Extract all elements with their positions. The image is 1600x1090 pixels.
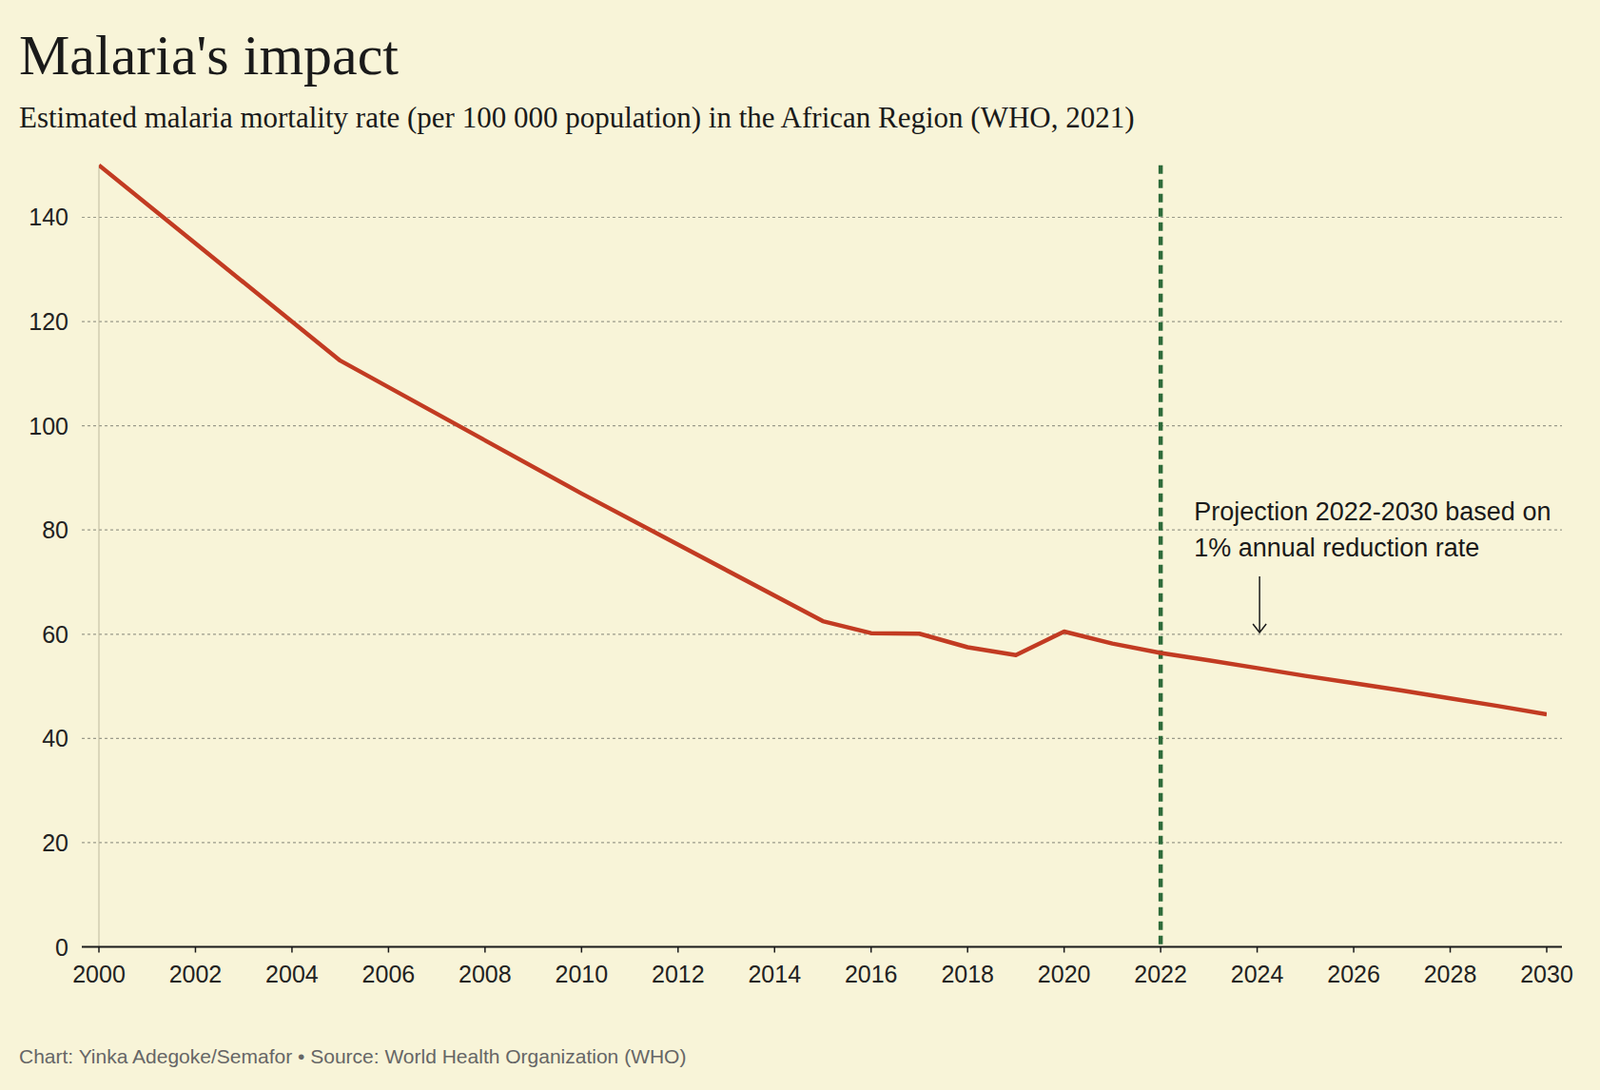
- y-tick-label: 100: [28, 412, 69, 440]
- x-tick-label: 2010: [555, 960, 609, 988]
- x-tick: [966, 947, 969, 954]
- y-tick-label: 120: [28, 308, 69, 335]
- y-tick-label: 60: [41, 621, 69, 648]
- x-tick: [1449, 947, 1452, 954]
- projection-marker: [1158, 165, 1164, 948]
- x-tick: [195, 947, 197, 954]
- grid-line: [81, 320, 1562, 322]
- annotation-text: 1% annual reduction rate: [1193, 533, 1480, 563]
- subtitle: Estimated malaria mortality rate (per 10…: [19, 100, 1135, 135]
- y-tick-label: 40: [41, 724, 69, 752]
- source: Chart: Yinka Adegoke/Semafor • Source: W…: [19, 1045, 686, 1068]
- chart: Malaria's impact Estimated malaria mortal…: [0, 0, 1600, 1090]
- grid-line: [81, 841, 1562, 843]
- x-tick: [1545, 947, 1548, 954]
- title: Malaria's impact: [19, 23, 399, 87]
- x-tick: [1159, 947, 1162, 954]
- x-tick-label: 2012: [651, 960, 705, 988]
- x-tick-label: 2006: [362, 960, 416, 988]
- x-tick-label: 2026: [1326, 960, 1381, 988]
- x-tick: [291, 947, 293, 954]
- x-tick: [1256, 947, 1259, 954]
- y-tick-label: 20: [41, 829, 69, 857]
- grid-line: [81, 633, 1562, 635]
- x-tick-label: 2000: [72, 960, 126, 988]
- line-series: [98, 165, 1547, 715]
- x-tick-label: 2014: [747, 960, 801, 988]
- y-tick-label: 140: [28, 203, 69, 231]
- y-tick-label: 80: [41, 516, 69, 544]
- x-tick-label: 2002: [169, 960, 223, 988]
- annotation-text: Projection 2022-2030 based on: [1193, 497, 1551, 527]
- x-tick-label: 2008: [458, 960, 512, 988]
- x-tick-label: 2030: [1520, 960, 1574, 988]
- x-tick: [581, 947, 584, 954]
- grid-line: [81, 425, 1562, 427]
- x-tick: [1063, 947, 1066, 954]
- y-tick-label: 0: [55, 934, 69, 961]
- x-tick: [677, 947, 680, 954]
- x-tick-label: 2022: [1133, 960, 1188, 988]
- plot-area: [98, 165, 1547, 715]
- x-tick-label: 2004: [265, 960, 319, 988]
- grid-line: [81, 216, 1562, 218]
- x-tick: [484, 947, 487, 954]
- x-tick-label: 2028: [1424, 960, 1478, 988]
- x-tick: [774, 947, 777, 954]
- y-axis-line: [98, 165, 100, 948]
- x-tick-label: 2020: [1037, 960, 1092, 988]
- x-tick: [388, 947, 391, 954]
- grid-line: [81, 738, 1562, 740]
- x-tick-label: 2016: [844, 960, 898, 988]
- x-tick-label: 2018: [940, 960, 995, 988]
- grid-line: [81, 529, 1562, 531]
- background: [0, 0, 1600, 1090]
- annotation-arrowhead: [1252, 624, 1267, 633]
- x-tick-label: 2024: [1230, 960, 1285, 988]
- x-axis-line: [81, 946, 1562, 949]
- annotation-arrow: [1258, 576, 1261, 632]
- x-tick: [870, 947, 873, 954]
- x-tick: [97, 947, 100, 954]
- x-tick: [1352, 947, 1355, 954]
